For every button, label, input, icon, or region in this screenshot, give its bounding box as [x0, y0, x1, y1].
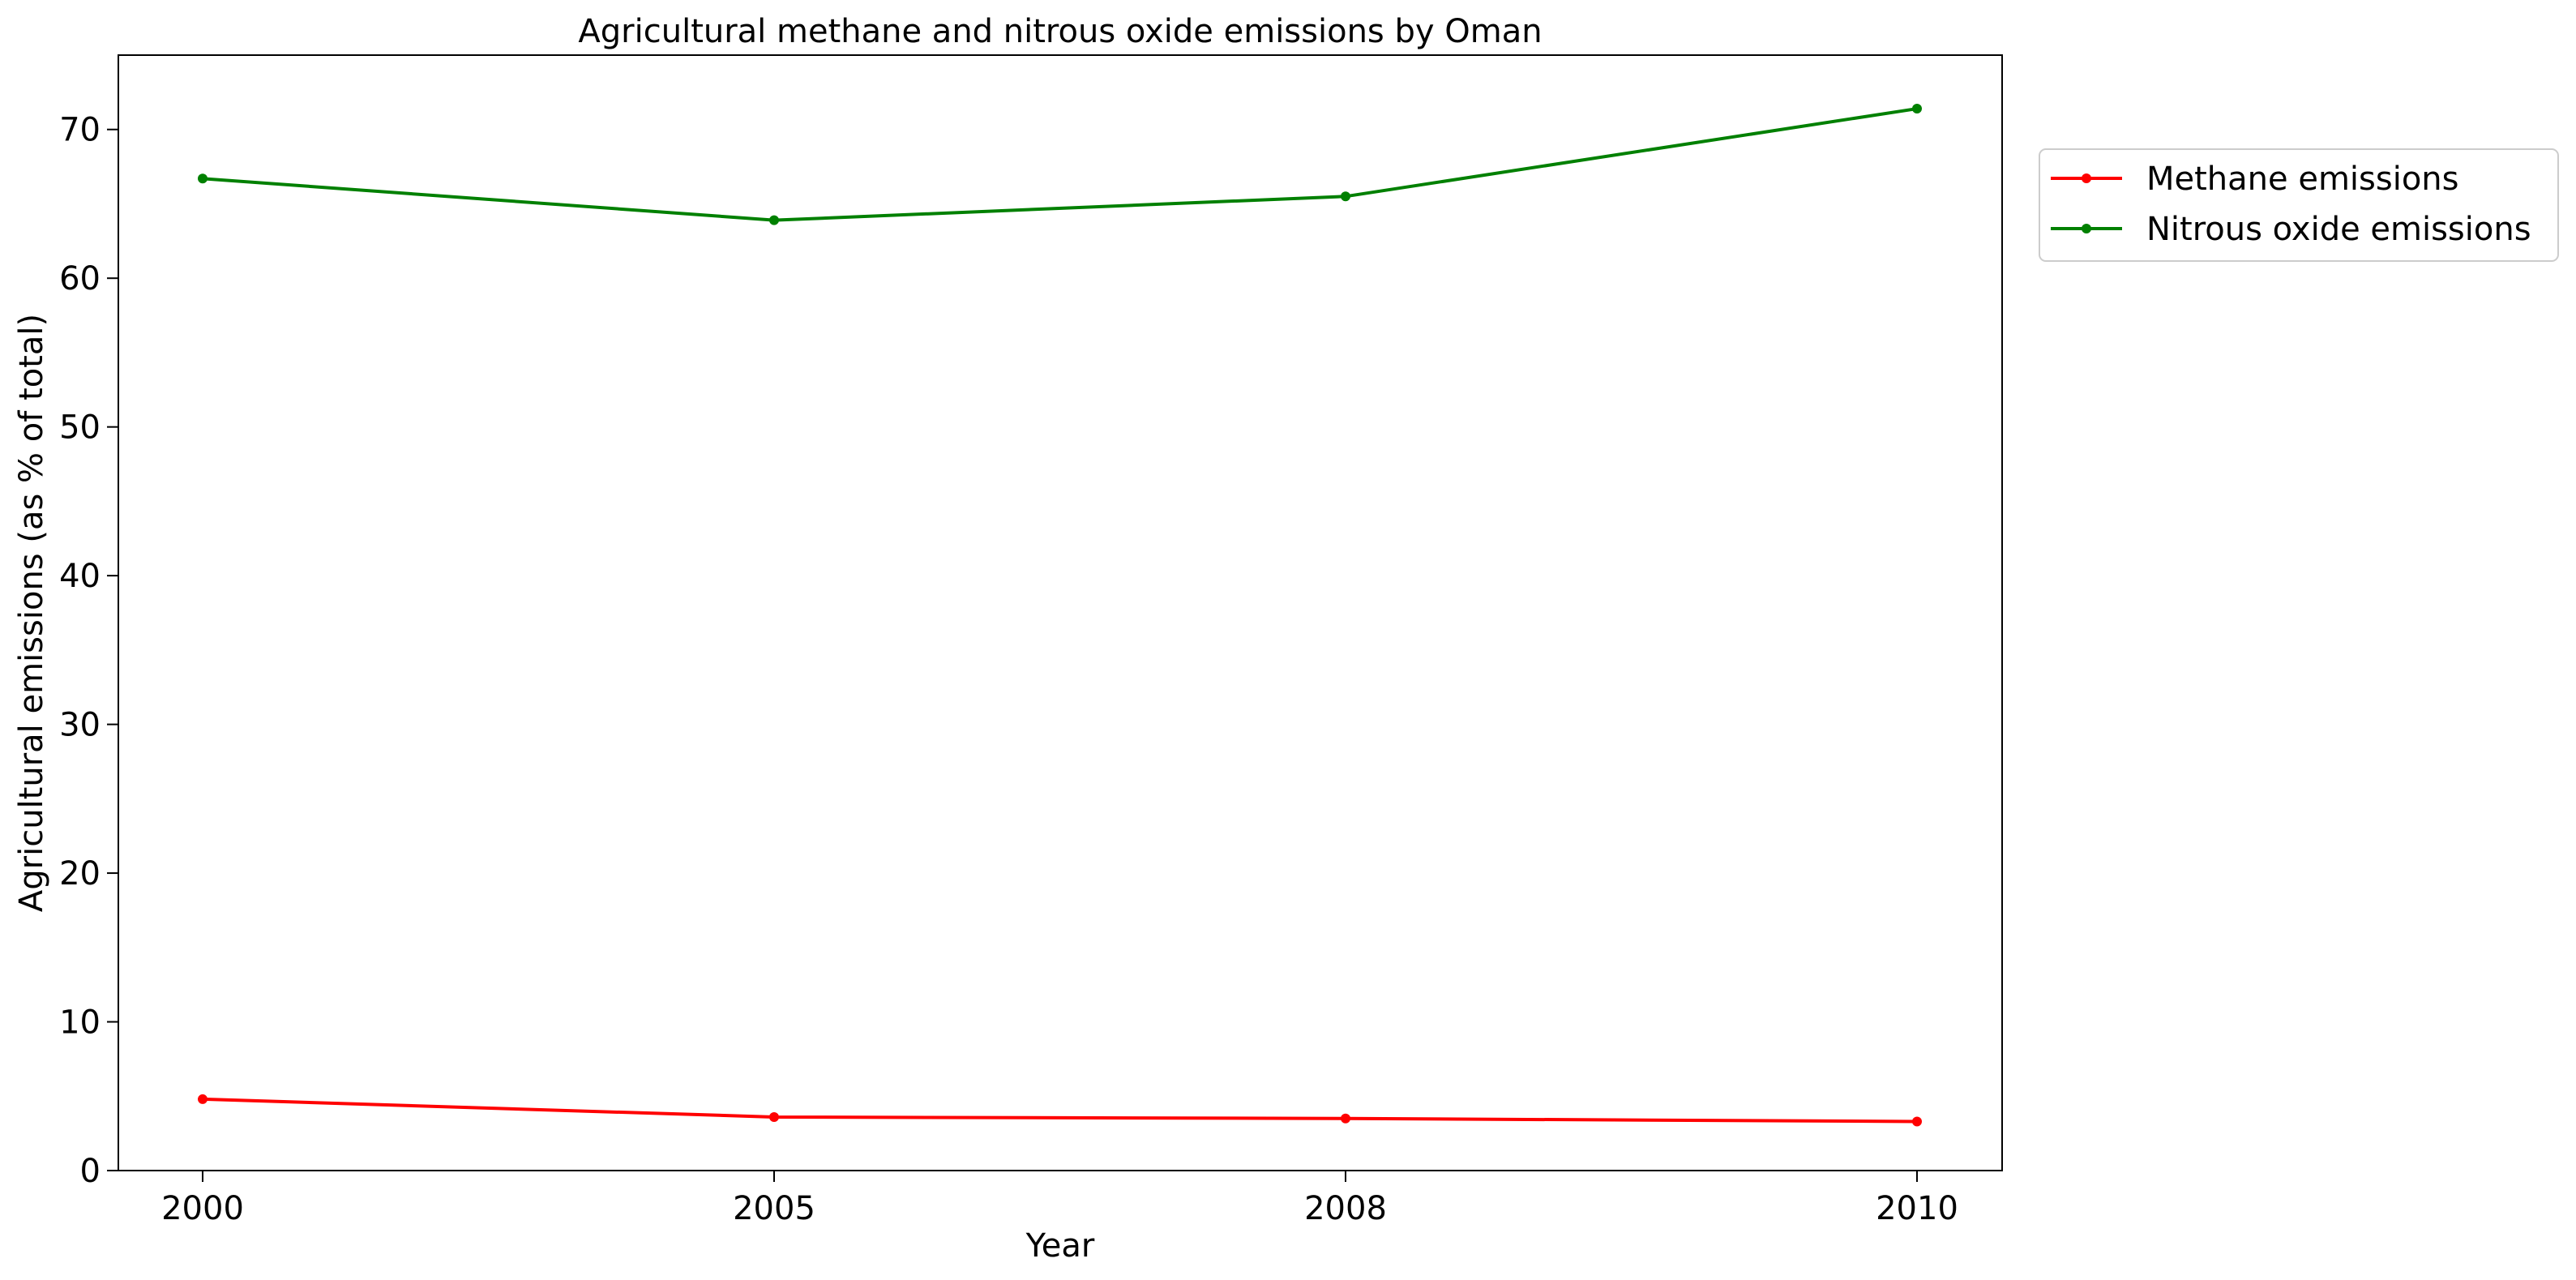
data-point — [1341, 191, 1350, 202]
legend-label: Methane emissions — [2146, 161, 2459, 198]
plot-area — [118, 54, 2003, 1171]
x-tick-label: 2008 — [1304, 1190, 1387, 1227]
y-tick-label: 30 — [59, 707, 101, 744]
legend-swatch-marker — [2082, 173, 2091, 183]
y-tick-label: 10 — [59, 1004, 101, 1042]
y-axis-title: Agricultural emissions (as % of total) — [13, 314, 50, 912]
data-point — [1341, 1113, 1350, 1124]
y-tick-label: 0 — [80, 1153, 101, 1190]
x-tick-label: 2010 — [1876, 1190, 1958, 1227]
legend-label: Nitrous oxide emissions — [2146, 211, 2531, 248]
data-point — [769, 215, 779, 225]
y-tick-label: 50 — [59, 409, 101, 447]
x-tick-label: 2000 — [161, 1190, 244, 1227]
legend: Methane emissions Nitrous oxide emissions — [2039, 148, 2559, 262]
chart-title: Agricultural methane and nitrous oxide e… — [578, 13, 1542, 50]
x-tick-label: 2005 — [733, 1190, 815, 1227]
y-tick-label: 70 — [59, 112, 101, 149]
y-axis: 0 10 20 30 40 50 60 70 — [59, 112, 118, 1190]
data-point — [198, 1094, 208, 1104]
data-point — [1912, 1116, 1922, 1127]
y-tick-label: 20 — [59, 855, 101, 893]
x-axis: 2000 2005 2008 2010 — [161, 1171, 1958, 1227]
y-tick-label: 40 — [59, 558, 101, 595]
series-line-0 — [202, 1097, 1918, 1124]
series-layer — [198, 104, 1922, 1127]
y-tick-label: 60 — [59, 260, 101, 298]
data-point — [1912, 104, 1922, 114]
data-point — [198, 173, 208, 184]
data-point — [769, 1111, 779, 1122]
legend-box — [2039, 148, 2559, 262]
series-line-1 — [202, 107, 1918, 222]
x-axis-title: Year — [1025, 1227, 1095, 1265]
legend-swatch-marker — [2082, 224, 2091, 233]
